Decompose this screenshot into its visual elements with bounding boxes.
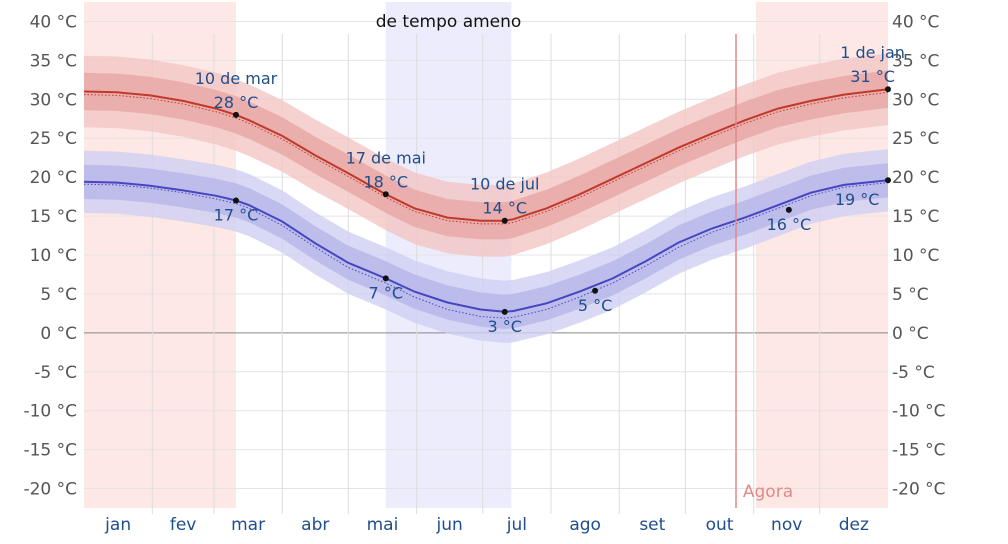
y-tick-label-left: -15 °C (23, 441, 77, 461)
y-tick-label-right: 20 °C (892, 168, 939, 188)
low-point-marker (885, 177, 891, 184)
y-tick-label-left: 10 °C (30, 246, 77, 266)
annotation-label: 28 °C (214, 93, 259, 112)
x-month-label: mai (367, 515, 399, 535)
high-point-marker (885, 86, 891, 93)
low-point-marker (785, 206, 792, 213)
y-tick-label-left: 35 °C (30, 51, 77, 71)
temperature-lines (83, 88, 889, 319)
low-point-marker (232, 197, 239, 204)
y-tick-label-right: 0 °C (892, 324, 929, 344)
x-month-label: set (639, 515, 665, 535)
high-point-marker (232, 111, 239, 118)
low-point-marker (501, 308, 508, 315)
x-month-label: fev (170, 515, 197, 535)
temperature-bands (84, 53, 888, 343)
x-month-label: dez (839, 515, 869, 535)
annotation-label: 19 °C (835, 190, 880, 209)
y-tick-label-left: -5 °C (34, 363, 77, 383)
annotations: 10 de mar 28 °C 17 de mai 18 °C 10 de jul 14 … (195, 43, 905, 336)
annotation-label: 18 °C (363, 172, 408, 191)
annotation-label: 10 de mar (195, 69, 278, 88)
now-marker: Agora (735, 34, 793, 508)
x-month-label: out (706, 515, 734, 535)
low-mean-line (83, 179, 889, 313)
y-tick-label-right: 10 °C (892, 246, 939, 266)
y-tick-label-left: 15 °C (30, 207, 77, 227)
low-normal-line (83, 182, 889, 319)
low-outer-band (84, 149, 888, 343)
x-month-label: jun (436, 515, 463, 535)
y-tick-label-right: 5 °C (892, 285, 929, 305)
x-month-label: mar (231, 515, 265, 535)
annotation-label: 3 °C (488, 317, 522, 336)
y-tick-label-right: -5 °C (892, 363, 935, 383)
annotation-label: 1 de jan (840, 43, 905, 62)
y-tick-label-left: 40 °C (30, 12, 77, 32)
x-month-label: abr (301, 515, 329, 535)
high-mean-line (83, 88, 889, 222)
y-tick-label-right: -15 °C (892, 441, 946, 461)
high-point-marker (382, 191, 389, 198)
y-tick-label-left: 30 °C (30, 90, 77, 110)
annotation-label: 31 °C (850, 67, 895, 86)
high-normal-line (83, 91, 889, 225)
y-tick-label-right: -10 °C (892, 402, 946, 422)
y-tick-label-left: 5 °C (40, 285, 77, 305)
y-tick-label-right: 25 °C (892, 129, 939, 149)
y-tick-label-left: 20 °C (30, 168, 77, 188)
y-tick-label-right: 30 °C (892, 90, 939, 110)
x-month-label: jan (104, 515, 131, 535)
high-point-marker (501, 217, 508, 224)
now-label: Agora (743, 482, 793, 502)
annotation-label: 7 °C (369, 283, 403, 302)
annotation-label: 17 de mai (346, 148, 426, 167)
y-tick-label-left: 0 °C (40, 324, 77, 344)
x-month-label: jul (506, 515, 527, 535)
y-tick-label-left: -10 °C (23, 402, 77, 422)
y-tick-label-right: 40 °C (892, 12, 939, 32)
annotation-label: 10 de jul (470, 175, 540, 194)
annotation-label: 14 °C (482, 199, 527, 218)
x-month-label: nov (771, 515, 802, 535)
annotation-label: 17 °C (214, 206, 259, 225)
low-point-marker (592, 287, 599, 294)
low-point-marker (382, 275, 389, 282)
y-tick-label-right: -20 °C (892, 480, 946, 500)
y-tick-label-left: 25 °C (30, 129, 77, 149)
data-markers (232, 86, 891, 315)
annotation-label: 16 °C (767, 215, 812, 234)
high-outer-band (84, 53, 888, 257)
y-tick-label-right: 35 °C (892, 51, 939, 71)
low-inner-band (84, 163, 888, 329)
y-tick-label-left: -20 °C (23, 480, 77, 500)
season-label: de tempo ameno (376, 12, 522, 32)
high-inner-band (84, 70, 888, 240)
y-tick-label-right: 15 °C (892, 207, 939, 227)
axes: 40 °C 40 °C 35 °C 35 °C 30 °C 30 °C 25 °C 25 °C… (23, 12, 945, 535)
annotation-label: 5 °C (578, 296, 612, 315)
x-month-label: ago (569, 515, 601, 535)
